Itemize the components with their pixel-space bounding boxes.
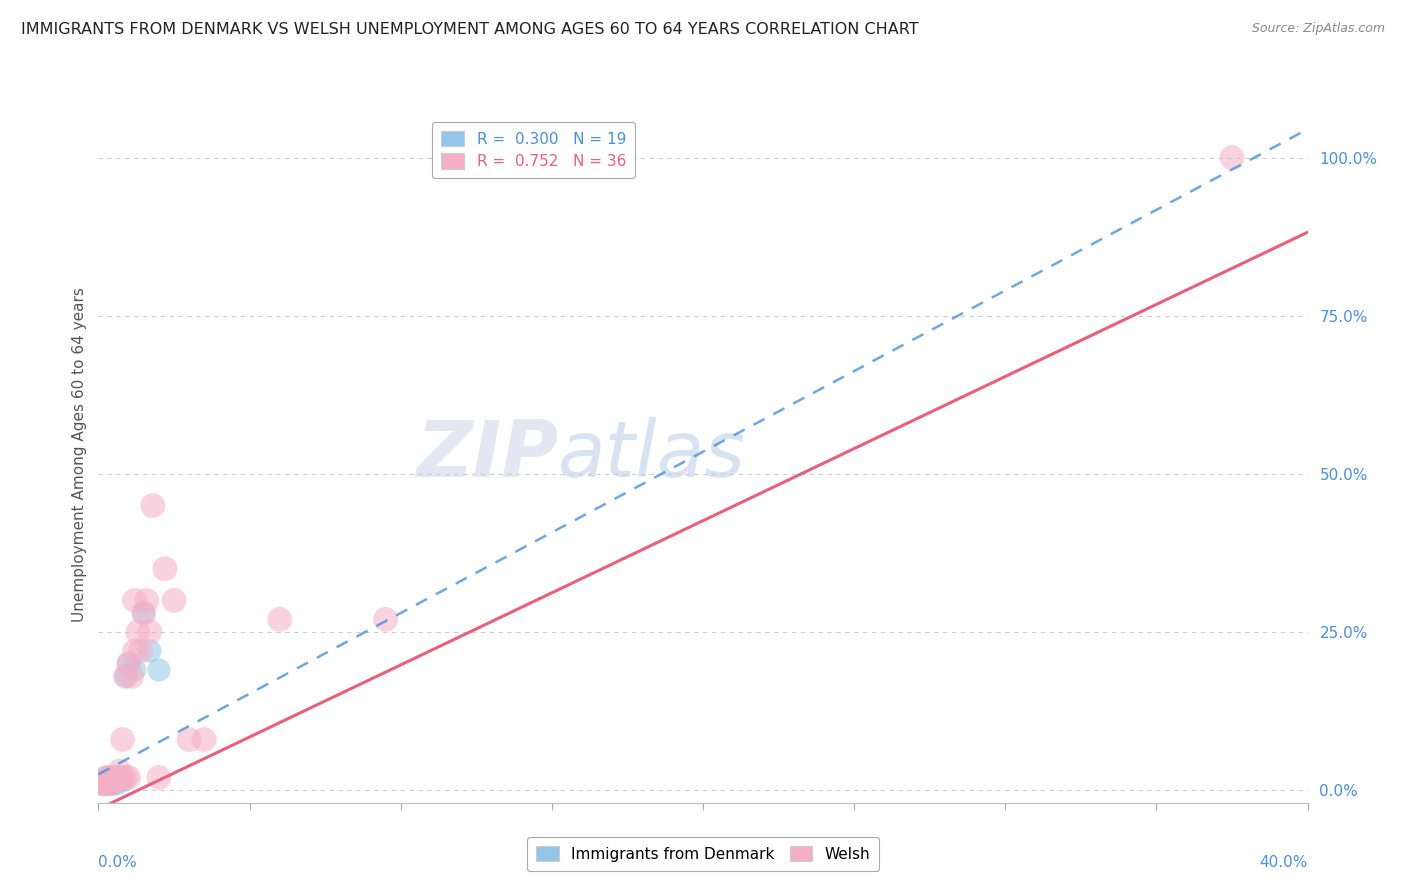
Text: Source: ZipAtlas.com: Source: ZipAtlas.com bbox=[1251, 22, 1385, 36]
Point bbox=[163, 593, 186, 607]
Text: IMMIGRANTS FROM DENMARK VS WELSH UNEMPLOYMENT AMONG AGES 60 TO 64 YEARS CORRELAT: IMMIGRANTS FROM DENMARK VS WELSH UNEMPLO… bbox=[21, 22, 918, 37]
Point bbox=[124, 593, 146, 607]
Point bbox=[111, 732, 134, 747]
Point bbox=[129, 644, 152, 658]
Point bbox=[269, 612, 291, 626]
Point bbox=[93, 773, 115, 788]
Point bbox=[100, 777, 122, 791]
Text: atlas: atlas bbox=[558, 417, 745, 493]
Point bbox=[153, 562, 176, 576]
Point bbox=[93, 777, 115, 791]
Point bbox=[118, 771, 141, 785]
Point bbox=[100, 777, 122, 791]
Point bbox=[177, 732, 201, 747]
Point bbox=[124, 644, 146, 658]
Point bbox=[193, 732, 215, 747]
Point bbox=[96, 771, 118, 785]
Point bbox=[108, 764, 131, 779]
Point bbox=[105, 771, 128, 785]
Y-axis label: Unemployment Among Ages 60 to 64 years: Unemployment Among Ages 60 to 64 years bbox=[72, 287, 87, 623]
Point bbox=[93, 777, 115, 791]
Point bbox=[96, 777, 118, 791]
Text: 40.0%: 40.0% bbox=[1260, 855, 1308, 870]
Point bbox=[139, 625, 162, 640]
Point bbox=[114, 771, 136, 785]
Point bbox=[111, 771, 134, 785]
Point bbox=[90, 777, 112, 791]
Point bbox=[124, 663, 146, 677]
Point bbox=[103, 771, 125, 785]
Text: 0.0%: 0.0% bbox=[98, 855, 138, 870]
Point bbox=[103, 777, 125, 791]
Point bbox=[100, 771, 122, 785]
Point bbox=[118, 657, 141, 671]
Point bbox=[105, 771, 128, 785]
Legend: R =  0.300   N = 19, R =  0.752   N = 36: R = 0.300 N = 19, R = 0.752 N = 36 bbox=[432, 121, 636, 178]
Point bbox=[103, 773, 125, 788]
Point bbox=[111, 773, 134, 788]
Point bbox=[93, 771, 115, 785]
Point bbox=[96, 771, 118, 785]
Point bbox=[132, 606, 155, 620]
Point bbox=[121, 669, 143, 683]
Point bbox=[374, 612, 396, 626]
Point bbox=[127, 625, 149, 640]
Point bbox=[105, 773, 128, 788]
Point bbox=[114, 669, 136, 683]
Point bbox=[1220, 151, 1243, 165]
Point bbox=[108, 771, 131, 785]
Point bbox=[100, 773, 122, 788]
Point bbox=[114, 669, 136, 683]
Legend: Immigrants from Denmark, Welsh: Immigrants from Denmark, Welsh bbox=[527, 837, 879, 871]
Point bbox=[108, 771, 131, 785]
Point bbox=[105, 777, 128, 791]
Point bbox=[118, 657, 141, 671]
Point bbox=[132, 606, 155, 620]
Point bbox=[135, 593, 157, 607]
Point bbox=[139, 644, 162, 658]
Text: ZIP: ZIP bbox=[416, 417, 558, 493]
Point bbox=[142, 499, 165, 513]
Point bbox=[103, 773, 125, 788]
Point bbox=[148, 771, 170, 785]
Point bbox=[90, 777, 112, 791]
Point bbox=[96, 777, 118, 791]
Point bbox=[148, 663, 170, 677]
